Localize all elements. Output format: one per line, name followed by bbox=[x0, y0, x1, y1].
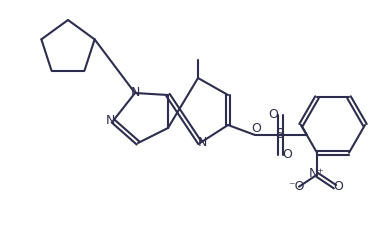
Text: N⁺: N⁺ bbox=[309, 167, 325, 180]
Text: O: O bbox=[333, 180, 343, 193]
Text: O: O bbox=[282, 148, 292, 160]
Text: O: O bbox=[268, 107, 278, 121]
Text: S: S bbox=[276, 127, 285, 141]
Text: N: N bbox=[197, 136, 207, 148]
Text: ⁻O: ⁻O bbox=[288, 180, 304, 193]
Text: O: O bbox=[251, 122, 261, 136]
Text: N: N bbox=[130, 86, 140, 98]
Text: N: N bbox=[105, 114, 115, 128]
